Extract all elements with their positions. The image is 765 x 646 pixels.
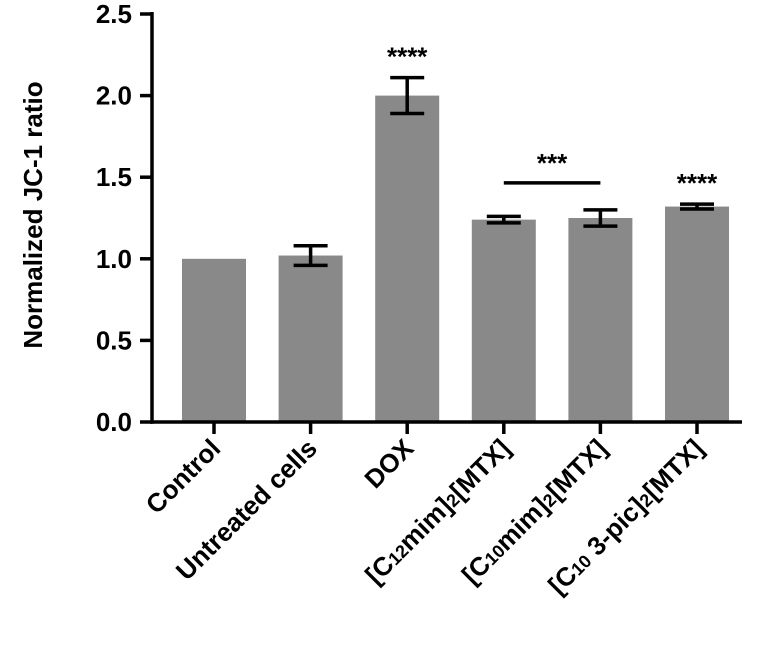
error-bar-1 — [293, 243, 328, 268]
error-bar-5 — [680, 202, 714, 211]
label-part: [MTX] — [637, 433, 709, 505]
y-tick-label-5: 2.5 — [96, 0, 132, 29]
y-tick-label-0: 0.0 — [96, 407, 132, 437]
error-bar-3 — [486, 214, 521, 225]
y-tick-label-1: 0.5 — [96, 325, 132, 355]
bar-2 — [375, 95, 440, 422]
label-part: Control — [140, 433, 227, 520]
y-tick-label-2: 1.0 — [96, 244, 132, 274]
y-axis-label: Normalized JC-1 ratio — [18, 81, 48, 348]
bar-3 — [471, 219, 536, 422]
bar-1 — [278, 255, 343, 422]
error-bars — [293, 75, 714, 268]
x-tick-label-2: DOX — [358, 433, 420, 495]
significance-annotations: *********** — [387, 42, 718, 198]
x-tick-label-0: Control — [140, 433, 227, 520]
label-part: 3-pic] — [576, 491, 651, 566]
label-part: DOX — [358, 433, 420, 495]
significance-label-0: **** — [387, 42, 428, 72]
y-tick-label-4: 2.0 — [96, 81, 132, 111]
bar-4 — [568, 218, 633, 422]
significance-label-2: **** — [677, 168, 718, 198]
bar-0 — [182, 258, 246, 422]
error-bar-4 — [583, 208, 618, 228]
y-tick-label-3: 1.5 — [96, 162, 132, 192]
bar-5 — [665, 206, 729, 422]
error-bar-2 — [390, 75, 425, 116]
label-part: [MTX] — [540, 433, 612, 505]
significance-label-1: *** — [537, 148, 568, 178]
bars — [182, 95, 729, 422]
label-part: [MTX] — [444, 433, 516, 505]
